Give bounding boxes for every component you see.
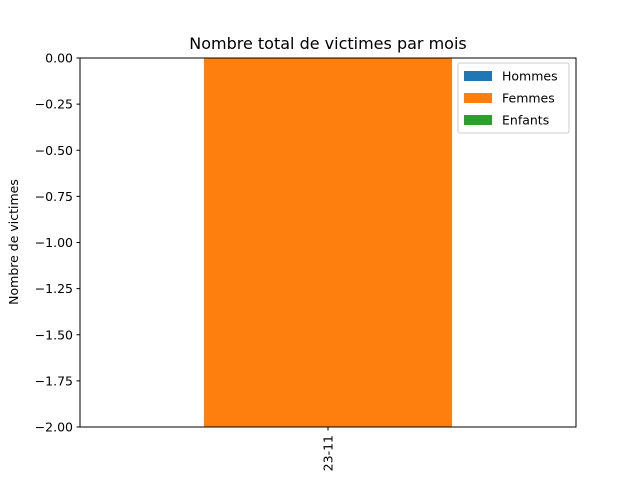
y-tick-label: −1.50 [35,327,73,342]
x-ticks-group: 23-11 [321,427,336,471]
y-tick-label: −1.25 [35,281,73,296]
legend-label-hommes: Hommes [502,69,558,84]
y-tick-label: −1.00 [35,235,73,250]
legend-label-enfants: Enfants [502,113,549,128]
y-tick-label: −0.75 [35,189,73,204]
x-tick-label: 23-11 [321,435,336,471]
legend-swatch-femmes [464,93,492,103]
y-tick-label: −2.00 [35,420,73,435]
y-ticks-group: 0.00 −0.25 −0.50 −0.75 −1.00 −1.25 −1.50 −1.75 −… [35,51,80,435]
y-tick-label: −1.75 [35,373,73,388]
y-tick-label: 0.00 [45,51,73,66]
bar-femmes-23-11 [204,58,452,427]
legend-swatch-hommes [464,71,492,81]
y-tick-label: −0.25 [35,97,73,112]
bars-group [204,58,452,427]
y-tick-label: −0.50 [35,143,73,158]
chart-title: Nombre total de victimes par mois [189,34,466,53]
plot-frame [79,57,577,428]
y-axis-label: Nombre de victimes [6,179,21,305]
legend-swatch-enfants [464,115,492,125]
legend: Hommes Femmes Enfants [457,62,570,134]
legend-label-femmes: Femmes [502,91,555,106]
